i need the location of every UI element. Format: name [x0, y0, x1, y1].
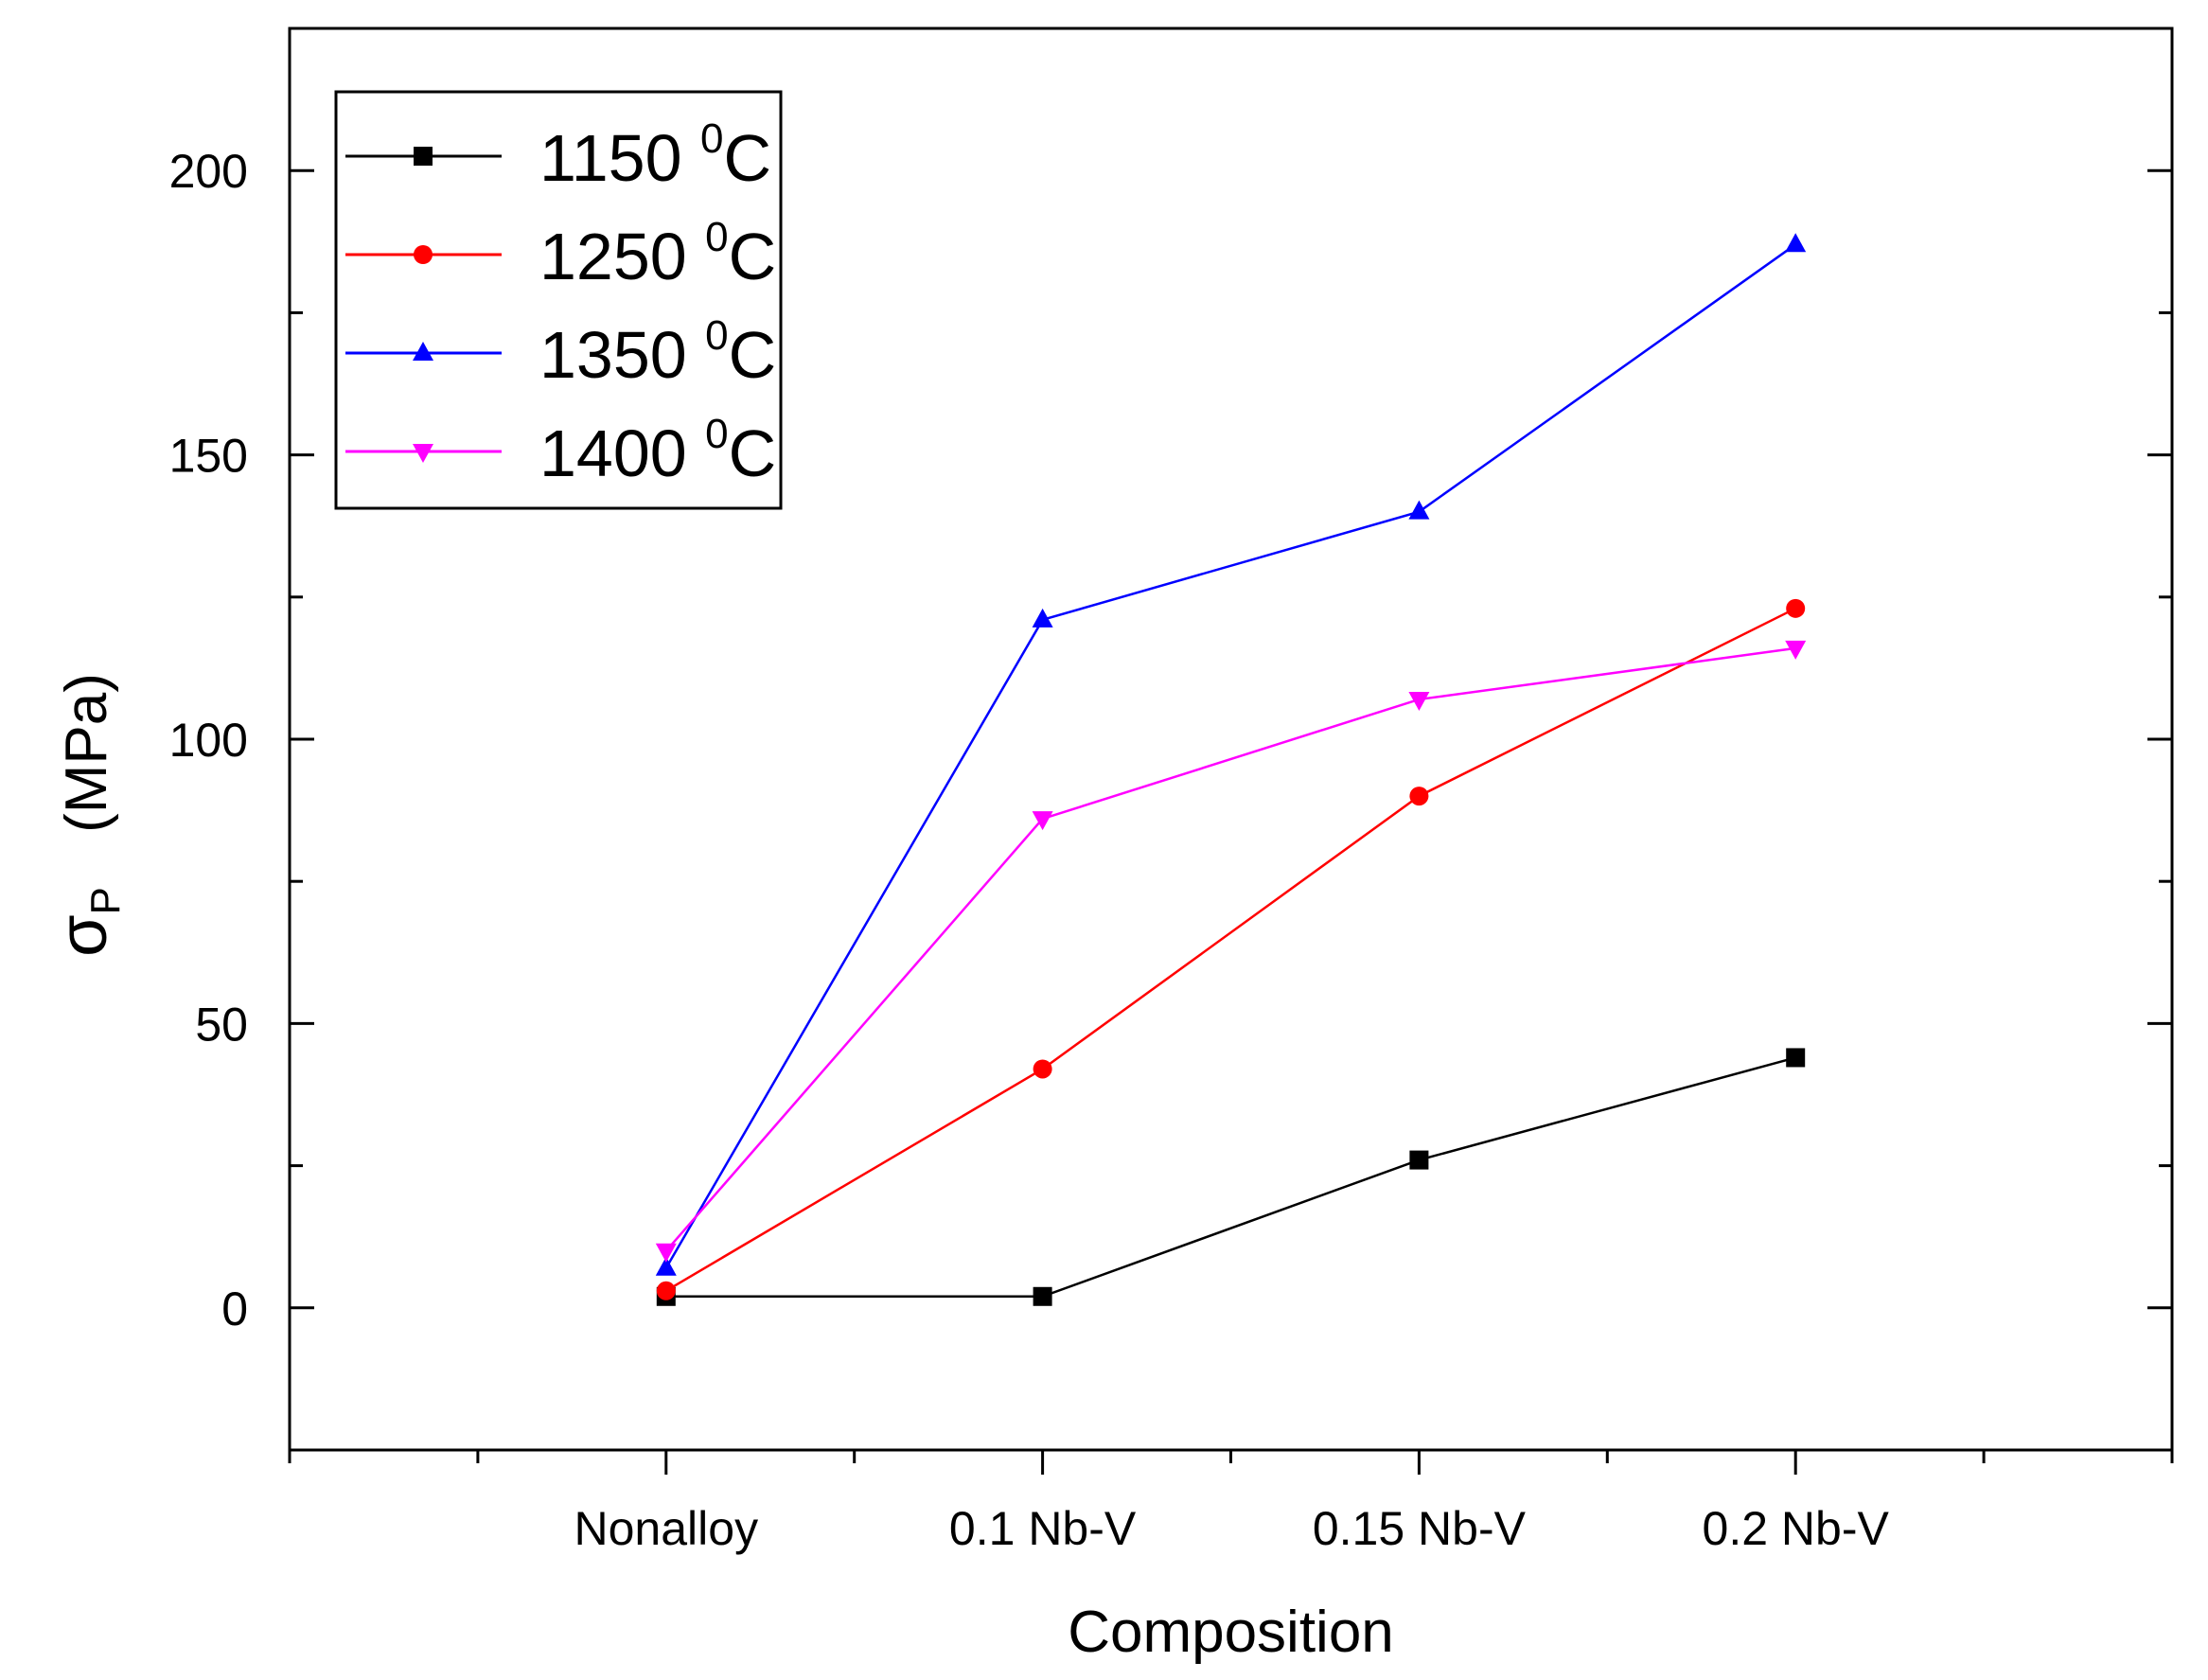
- legend-marker-1400: [413, 444, 433, 463]
- legend-marker-1350: [413, 342, 433, 361]
- x-tick-label: Nonalloy: [574, 1502, 759, 1555]
- series-line-1400: [664, 646, 1796, 1252]
- series-line-1250: [665, 607, 1796, 1292]
- legend-label-1150: 1150 0C: [539, 115, 771, 195]
- data-point-1350: [1408, 500, 1430, 520]
- series-layer: [655, 233, 1807, 1306]
- data-point-1400: [1785, 640, 1807, 660]
- svg-text:σP (MPa): σP (MPa): [45, 673, 129, 957]
- x-tick-label: 0.1 Nb-V: [949, 1502, 1137, 1555]
- data-point-1350: [1785, 233, 1807, 253]
- legend: 1150 0C 1250 0C 1350 0C 1400 0C: [334, 90, 783, 510]
- data-point-1150: [1786, 1048, 1806, 1068]
- data-point-1400: [1408, 691, 1430, 711]
- x-axis-title: Composition: [1068, 1600, 1394, 1665]
- data-point-1250: [1033, 1059, 1052, 1079]
- y-axis-unit: (MPa): [54, 673, 119, 833]
- y-tick-label: 50: [195, 998, 248, 1051]
- y-tick-label: 150: [169, 430, 248, 483]
- data-point-1150: [1033, 1286, 1052, 1306]
- y-axis-title: σP (MPa): [45, 673, 129, 957]
- legend-marker-1150: [414, 147, 433, 166]
- y-axis-subscript: P: [82, 887, 129, 914]
- data-point-1250: [1409, 787, 1429, 806]
- series-line-1350: [664, 243, 1796, 1269]
- data-point-1350: [655, 1256, 677, 1276]
- x-tick-label: 0.15 Nb-V: [1313, 1502, 1527, 1555]
- data-point-1400: [655, 1243, 677, 1263]
- data-point-1350: [1032, 608, 1053, 628]
- data-point-1400: [1032, 811, 1053, 831]
- label-layer: 0 50 100 150 200 Nonalloy 0.1 Nb-V 0.15 Nb-V 0.2…: [169, 145, 1890, 1555]
- y-tick-label: 200: [169, 145, 248, 198]
- data-point-1250: [1786, 598, 1806, 618]
- legend-label-1350: 1350 0C: [539, 312, 776, 392]
- series-line-1150: [665, 1056, 1796, 1299]
- tick-layer: [288, 27, 2174, 1475]
- legend-label-1250: 1250 0C: [539, 214, 776, 293]
- data-point-1150: [1409, 1150, 1429, 1170]
- y-axis-symbol: σ: [45, 914, 121, 956]
- y-tick-label: 0: [221, 1282, 248, 1335]
- y-tick-label: 100: [169, 714, 248, 767]
- data-point-1250: [656, 1281, 676, 1300]
- legend-marker-1250: [414, 245, 433, 264]
- legend-label-1400: 1400 0C: [539, 411, 776, 490]
- legend-box: [334, 90, 783, 510]
- x-tick-label: 0.2 Nb-V: [1703, 1502, 1890, 1555]
- plot-frame: [288, 27, 2174, 1452]
